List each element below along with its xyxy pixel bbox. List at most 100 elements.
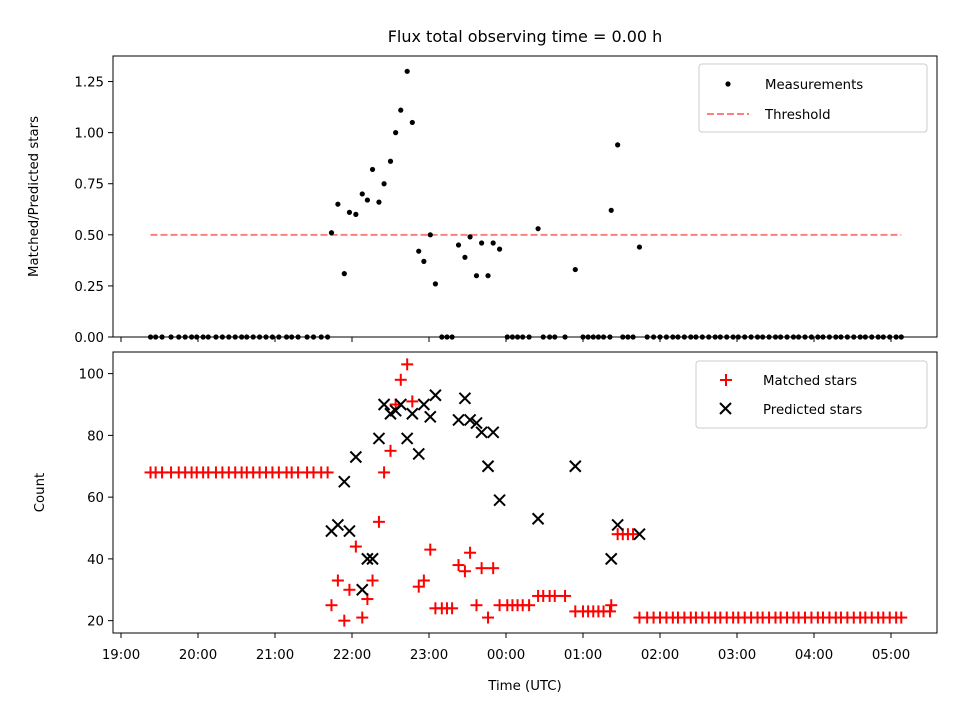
bottom-x-tick-label: 05:00 [872,648,910,663]
measurement-point [455,242,462,248]
matched-star-point [331,574,344,587]
measurement-point [364,197,370,203]
measurement-point [393,130,399,136]
legend-matched-marker [720,374,732,386]
bottom-x-tick-label: 03:00 [718,648,756,663]
matched-star-point [325,599,338,612]
bottom-y-tick-label: 20 [87,615,104,630]
matched-star-point [548,589,561,602]
bottom-x-axis-label: Time (UTC) [487,679,562,694]
matched-star-point [417,574,430,587]
predicted-star-point [470,416,483,430]
matched-star-point [895,611,908,624]
measurement-point [387,158,394,164]
matched-star-point [487,562,500,575]
legend-predicted-marker [719,402,732,415]
top-y-tick-label: 0.00 [74,331,104,346]
measurement-point [485,273,491,279]
bottom-legend-box [695,360,928,429]
matched-star-point [559,589,572,602]
predicted-star-point [356,583,369,596]
bottom-x-axis: 19:00 20:00 21:00 22:00 23:00 00:00 01:00 02:00… [102,633,910,663]
top-legend-box [698,63,928,133]
measurement-point [381,181,387,187]
matched-star-point [424,543,437,556]
measurement-point [346,209,353,215]
top-y-tick-label: 1.25 [74,76,104,91]
bottom-y-axis-label: Count [33,473,48,513]
bottom-y-tick-label: 40 [87,553,104,568]
predicted-star-point [486,426,500,439]
predicted-star-point [406,407,419,420]
matched-star-point [452,559,465,572]
matched-star-point [523,599,536,612]
bottom-y-tick-label: 80 [87,429,104,444]
legend-measurements-label: Measurements [765,78,863,93]
matched-star-point [482,611,495,624]
predicted-star-point [452,413,465,427]
measurement-point [462,254,468,260]
predicted-star-point [343,524,356,538]
matched-star-point [366,574,379,587]
measurement-point [335,201,341,207]
measurement-point [369,166,376,173]
measurement-point [496,246,503,252]
predicted-star-point [412,447,425,461]
measurement-point [409,119,415,126]
measurement-point [404,68,410,74]
measurement-point [427,232,433,238]
predicted-star-point [633,527,646,541]
measurement-point [376,199,382,205]
predicted-star-point [400,432,414,445]
predicted-star-point [429,389,442,402]
top-chart-title: Flux total observing time = 0.00 h [388,27,663,46]
bottom-y-axis: 20 40 60 80 100 [79,368,113,630]
predicted-star-point [605,552,618,566]
measurement-point [432,281,439,287]
bottom-panel: 20 40 60 80 100 19:00 20:00 21:00 22:00 23:00 00:… [33,351,938,694]
bottom-x-tick-label: 19:00 [102,648,140,663]
matched-star-point [338,614,351,627]
predicted-star-point [611,518,624,532]
measurement-point [473,273,480,279]
predicted-star-point [458,392,472,405]
top-y-axis-label: Matched/Predicted stars [27,116,42,277]
legend-predicted-label: Predicted stars [763,403,862,418]
bottom-x-tick-label: 20:00 [179,648,217,663]
bottom-x-tick-label: 04:00 [795,648,833,663]
predicted-star-point [424,410,437,424]
measurement-point [479,240,485,246]
matched-star-point [603,605,616,618]
measurement-point [636,244,643,250]
matched-star-point [464,546,477,559]
predicted-star-point [531,512,545,525]
measurement-point [535,226,541,232]
predicted-star-point [569,460,582,473]
top-legend: Measurements Threshold [698,63,928,133]
measurement-point [416,248,422,254]
predicted-star-point [361,552,374,566]
top-y-tick-label: 0.75 [74,178,104,193]
matched-star-point [475,562,488,575]
predicted-star-point [463,413,477,427]
bottom-plot-area [144,358,908,627]
predicted-star-point [475,426,488,439]
matched-star-point [458,565,471,578]
top-axes-frame [112,55,938,338]
matched-star-point [343,583,356,596]
predicted-star-point [372,432,386,445]
bottom-x-tick-label: 01:00 [564,648,602,663]
matched-star-point [394,373,407,386]
predicted-star-point [377,398,391,411]
bottom-legend: Matched stars Predicted stars [695,360,928,429]
matched-star-point [349,540,362,553]
measurement-point [615,142,621,148]
bottom-x-tick-label: 21:00 [256,648,294,663]
matched-star-point [605,599,618,612]
measurement-point [341,271,347,277]
matched-star-point [356,611,369,624]
bottom-x-tick-label: 00:00 [487,648,525,663]
predicted-star-point [366,552,379,566]
measurement-point [572,266,578,273]
